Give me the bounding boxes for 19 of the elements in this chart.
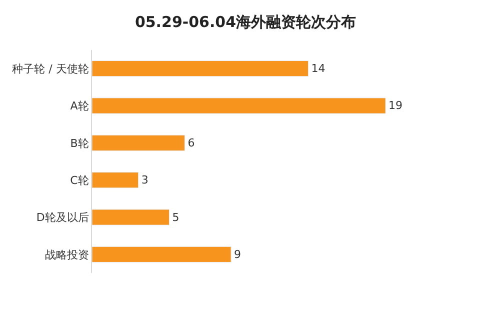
- y-tick-label: B轮: [70, 136, 89, 150]
- bar: [92, 134, 185, 151]
- bar: [92, 172, 139, 188]
- bar: [92, 98, 386, 114]
- y-tick-label: D轮及以后: [36, 211, 89, 224]
- y-tick-label: 种子轮 / 天使轮: [12, 62, 89, 76]
- bar: [92, 60, 309, 77]
- data-label: 3: [141, 174, 148, 187]
- bar: [92, 209, 170, 226]
- bar: [92, 246, 232, 262]
- y-tick-label: 战略投资: [44, 248, 89, 262]
- data-label: 5: [172, 210, 180, 224]
- y-tick-label: A轮: [70, 100, 89, 113]
- data-label: 19: [388, 99, 403, 112]
- data-label: 14: [311, 62, 326, 76]
- data-label: 6: [188, 136, 195, 150]
- chart-title: 05.29-06.04海外融资轮次分布: [134, 12, 356, 31]
- data-label: 9: [234, 248, 242, 261]
- y-tick-label: C轮: [70, 174, 89, 187]
